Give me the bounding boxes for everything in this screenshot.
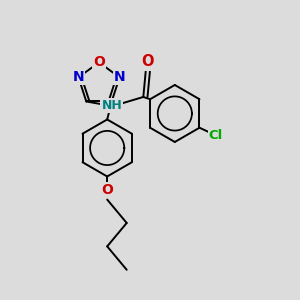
Text: N: N	[73, 70, 84, 84]
Text: N: N	[114, 70, 125, 84]
Text: O: O	[93, 56, 105, 69]
Text: O: O	[142, 54, 154, 69]
Text: O: O	[101, 183, 113, 197]
Text: NH: NH	[101, 100, 122, 112]
Text: Cl: Cl	[209, 129, 223, 142]
